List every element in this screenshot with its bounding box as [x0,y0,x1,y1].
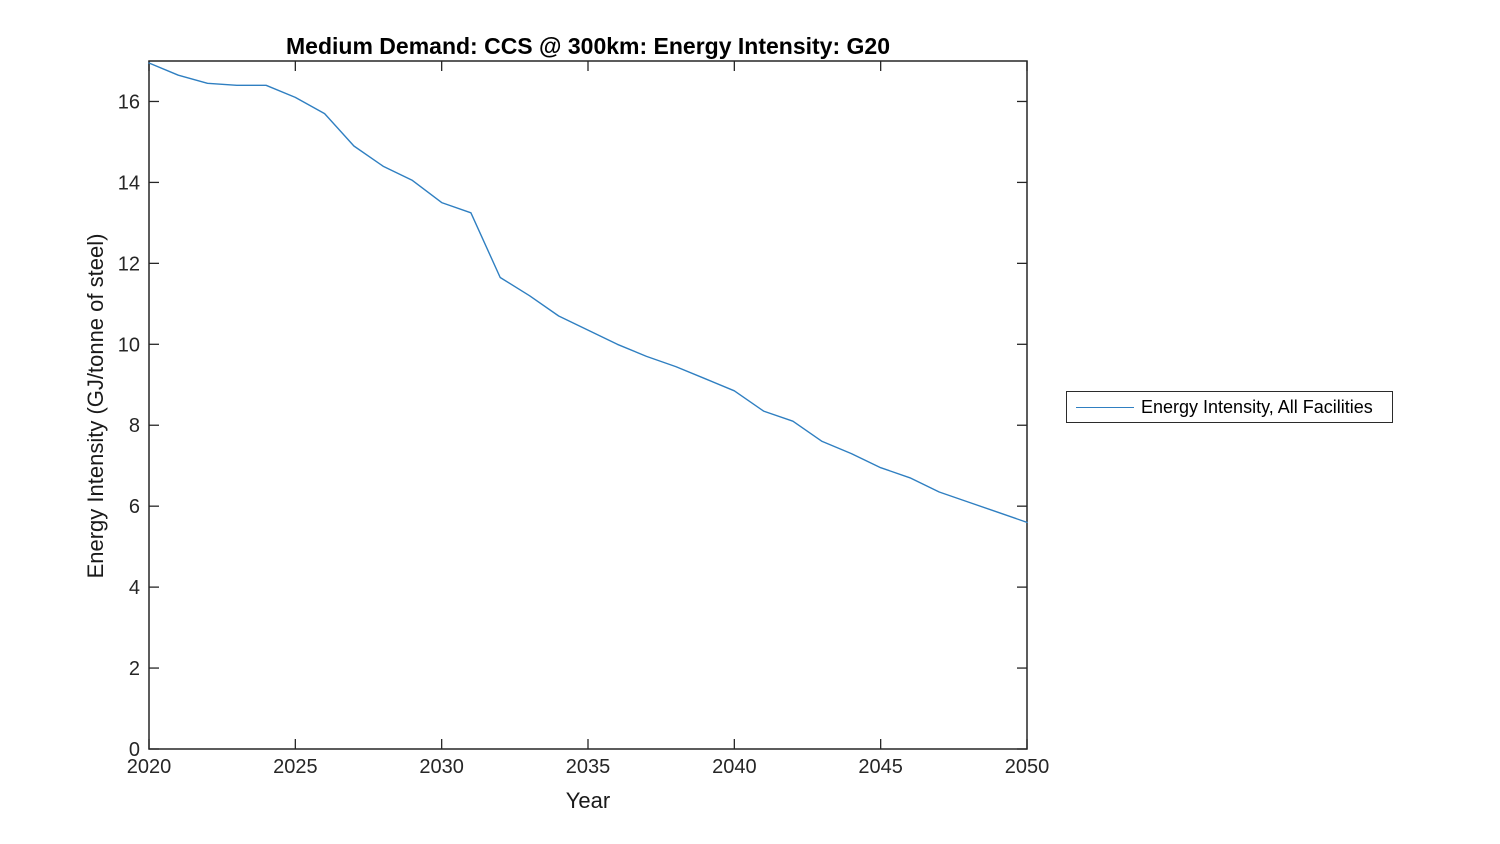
x-tick-label: 2025 [273,756,318,778]
y-tick-label: 8 [129,415,140,437]
x-tick-label: 2040 [712,756,757,778]
legend: Energy Intensity, All Facilities [1066,391,1393,423]
x-tick-label: 2030 [419,756,464,778]
plot-border [148,60,1028,750]
y-tick-label: 6 [129,496,140,518]
y-tick-label: 4 [129,577,140,599]
y-tick-label: 16 [118,91,140,113]
y-tick-label: 10 [118,334,140,356]
y-tick-label: 0 [129,739,140,761]
x-tick-label: 2050 [1005,756,1050,778]
x-tick-label: 2020 [127,756,172,778]
x-tick-label: 2045 [858,756,903,778]
x-tick-label: 2035 [566,756,611,778]
chart-title: Medium Demand: CCS @ 300km: Energy Inten… [286,33,890,59]
y-tick-label: 12 [118,253,140,275]
series-line [148,62,1028,524]
y-tick-label: 2 [129,658,140,680]
x-axis-title: Year [565,788,611,813]
legend-line-sample-icon [1076,406,1134,408]
y-tick-label: 14 [118,172,140,194]
legend-label: Energy Intensity, All Facilities [1141,396,1373,417]
